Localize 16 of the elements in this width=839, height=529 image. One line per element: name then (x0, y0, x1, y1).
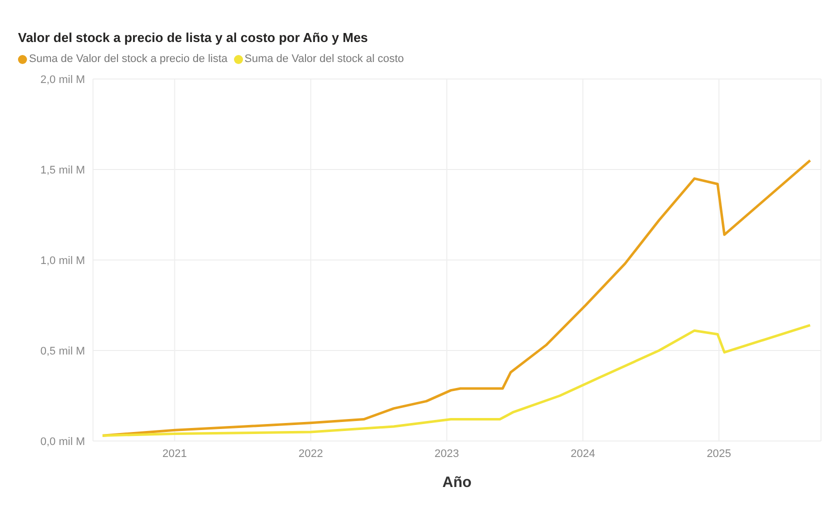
line-series (101, 324, 812, 437)
x-tick-label: 2024 (570, 448, 596, 460)
legend-label: Suma de Valor del stock a precio de lista (28, 53, 228, 65)
chart-title: Valor del stock a precio de lista y al costo por Año y Mes (18, 30, 369, 45)
x-tick-label: 2021 (162, 448, 187, 460)
y-tick-label: 0,0 mil M (40, 436, 85, 448)
y-tick-label: 2,0 mil M (40, 74, 85, 86)
y-tick-label: 1,5 mil M (40, 164, 85, 176)
x-tick-label: 2022 (298, 448, 323, 460)
y-tick-label: 0,5 mil M (40, 345, 85, 358)
x-tick-label: 2023 (434, 448, 460, 460)
x-axis-title: Año (442, 474, 472, 491)
line-series (101, 159, 812, 437)
x-tick-label: 2025 (706, 448, 732, 460)
y-tick-label: 1,0 mil M (40, 254, 85, 267)
legend-label: Suma de Valor del stock al costo (244, 53, 404, 65)
